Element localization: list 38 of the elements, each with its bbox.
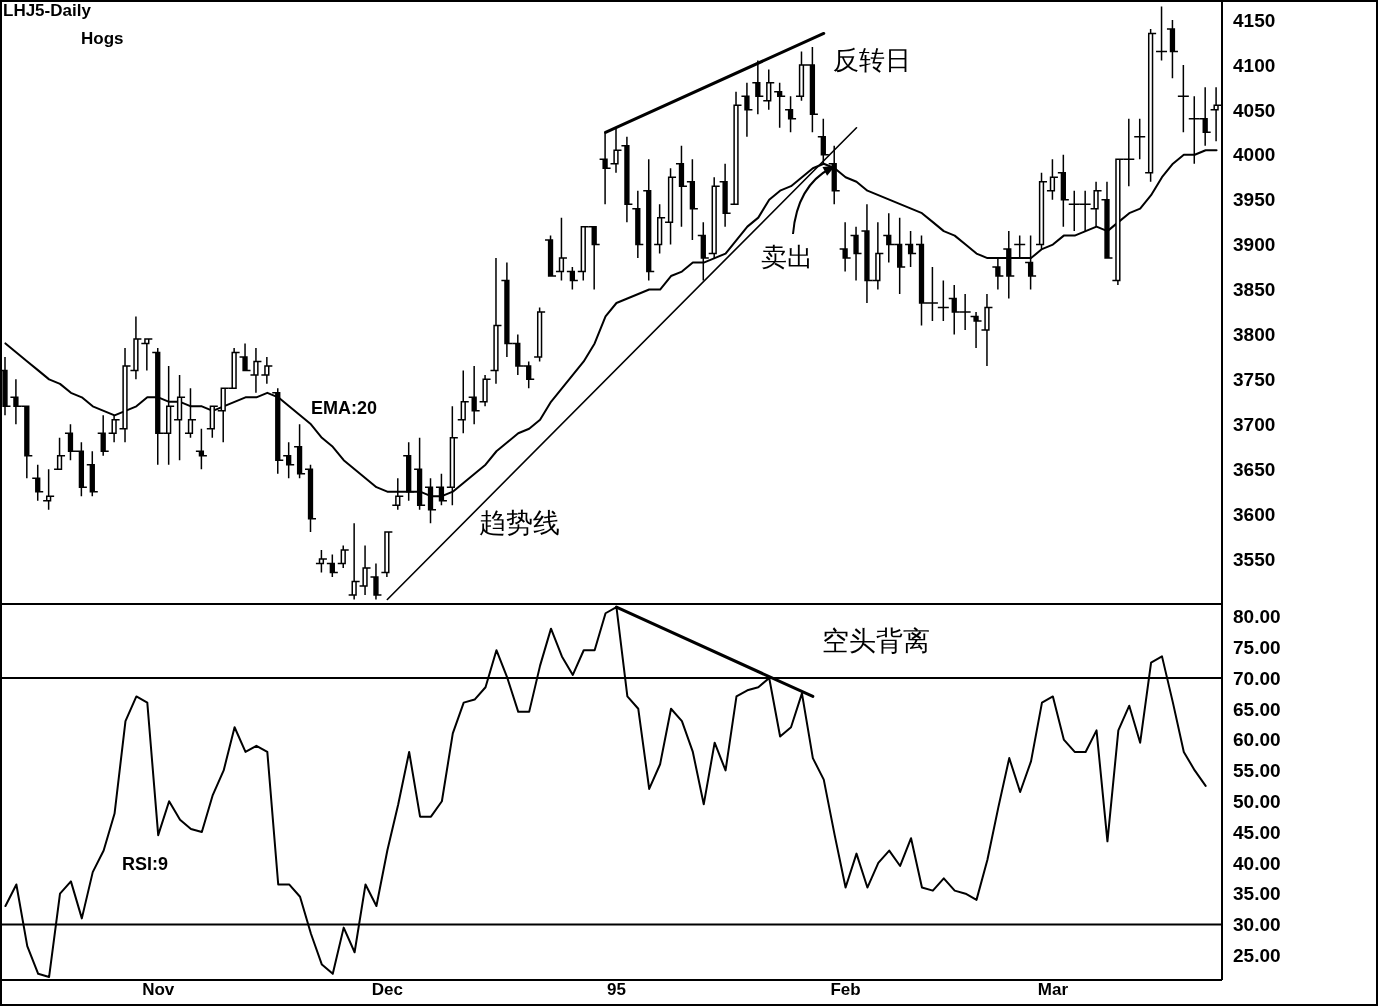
y-tick-label: 3750	[1233, 369, 1276, 391]
y-tick-label: 80.00	[1233, 606, 1281, 628]
y-tick-label: 25.00	[1233, 945, 1281, 967]
y-tick-label: 4150	[1233, 9, 1276, 31]
chart-title: LHJ5-Daily	[3, 1, 91, 21]
y-tick-label: 35.00	[1233, 883, 1281, 905]
y-tick-label: 4100	[1233, 54, 1276, 76]
y-tick-label: 70.00	[1233, 667, 1281, 689]
x-tick-label: Feb	[830, 980, 861, 1000]
series-label: 趋势线	[479, 507, 560, 539]
y-tick-label: 3850	[1233, 279, 1276, 301]
y-tick-label: 3950	[1233, 189, 1276, 211]
x-tick-label: 95	[606, 980, 626, 1000]
text: Hogs	[81, 29, 124, 49]
annotation: 空头背离	[822, 625, 930, 657]
y-tick-label: 4000	[1233, 144, 1276, 166]
y-tick-label: 3650	[1233, 458, 1276, 480]
y-tick-label: 30.00	[1233, 914, 1281, 936]
x-tick-label: Nov	[142, 980, 175, 1000]
y-tick-label: 45.00	[1233, 821, 1281, 843]
y-tick-label: 40.00	[1233, 852, 1281, 874]
y-tick-label: 3700	[1233, 414, 1276, 436]
y-tick-label: 65.00	[1233, 698, 1281, 720]
annotation: 反转日	[833, 45, 911, 75]
y-tick-label: 55.00	[1233, 760, 1281, 782]
y-tick-label: 75.00	[1233, 636, 1281, 658]
y-tick-label: 3600	[1233, 503, 1276, 525]
series-label: EMA:20	[311, 397, 378, 419]
y-tick-label: 60.00	[1233, 729, 1281, 751]
x-tick-label: Dec	[371, 980, 403, 1000]
annotation: 卖出	[761, 242, 813, 272]
y-tick-label: 3800	[1233, 324, 1276, 346]
y-tick-label: 50.00	[1233, 790, 1281, 812]
y-tick-label: 3900	[1233, 234, 1276, 256]
x-tick-label: Mar	[1037, 980, 1069, 1000]
y-tick-label: 4050	[1233, 99, 1276, 121]
series-label: RSI:9	[122, 853, 169, 875]
y-tick-label: 3550	[1233, 548, 1276, 570]
